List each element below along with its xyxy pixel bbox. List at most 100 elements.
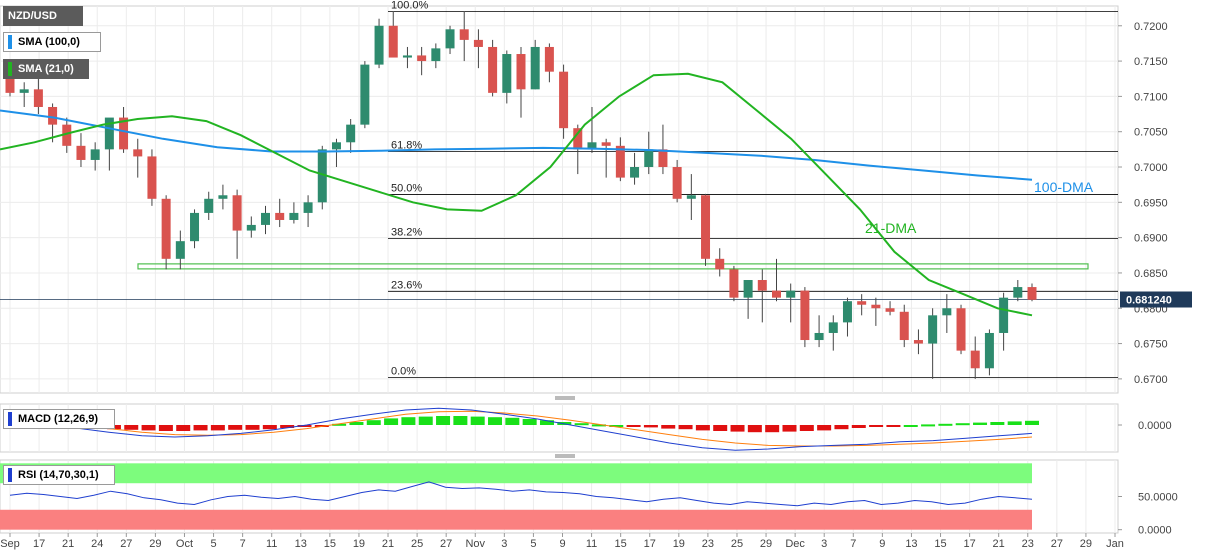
candle-bearish [459,29,469,40]
candle-bearish [473,39,483,47]
candle-bullish [431,48,441,62]
dma100-annotation: 100-DMA [1034,179,1094,195]
x-tick-label: 15 [934,538,946,550]
candle-bearish [119,117,129,150]
macd-histogram-bar-positive [436,416,451,425]
fib-label: 100.0% [391,0,429,12]
last-price-badge [1120,291,1192,308]
candle-bullish [204,198,214,213]
macd-histogram-bar-negative [834,425,849,430]
candle-bearish [956,308,966,351]
candle-bearish [33,89,43,107]
macd-legend-label: MACD (12,26,9) [18,413,99,425]
x-tick-label: 19 [673,538,685,550]
macd-histogram-bar-negative [817,425,832,431]
candle-bearish [147,156,157,199]
candle-bearish [885,308,895,312]
x-tick-label: 21 [382,538,394,550]
fib-label: 0.0% [391,365,416,377]
x-tick-label: 27 [120,538,132,550]
macd-histogram-bar-negative [245,425,260,430]
macd-histogram-bar-negative [158,425,173,431]
x-tick-label: 29 [760,538,772,550]
macd-histogram-bar-positive [973,422,988,425]
candle-bearish [76,145,86,160]
macd-histogram-bar-negative [886,425,901,427]
fib-label: 50.0% [391,183,422,195]
candle-bearish [1027,287,1037,300]
candle-bearish [516,54,526,90]
x-tick-label: Oct [176,538,193,550]
candle-bearish [701,195,711,259]
candle-bullish [942,308,952,316]
candle-bearish [772,290,781,298]
candle-bearish [729,269,739,298]
price-tick-label: 0.6900 [1134,233,1168,245]
macd-line [9,407,1033,451]
x-tick-label: 5 [210,538,216,550]
candle-bullish [445,29,455,49]
x-tick-label: 13 [295,538,307,550]
candle-bullish [175,241,185,259]
candle-bullish [530,46,540,90]
macd-histogram-bar-positive [418,416,433,425]
candle-bullish [644,149,654,168]
x-tick-label: Nov [465,538,485,550]
rsi-overbought-zone [0,463,1032,484]
x-tick-label: 17 [33,538,45,550]
candle-bullish [246,224,256,231]
x-tick-label: 25 [411,538,423,550]
macd-legend: MACD (12,26,9) [3,409,115,429]
x-tick-label: 17 [963,538,975,550]
candle-bullish [374,25,384,65]
macd-histogram-bar-negative [747,425,762,433]
macd-histogram-bar-negative [713,425,728,431]
x-tick-label: 11 [586,538,597,550]
price-tick-label: 0.6850 [1134,268,1168,280]
price-tick-label: 0.6700 [1134,374,1168,386]
macd-histogram-bar-negative [141,425,156,431]
candle-bearish [275,212,285,220]
x-tick-label: 5 [530,538,536,550]
candle-bearish [913,340,923,344]
price-tick-label: 0.7200 [1134,21,1168,33]
x-tick-label: 24 [91,538,103,550]
macd-histogram-bar-negative [193,425,208,431]
x-tick-label: 23 [702,538,714,550]
macd-histogram-bar-positive [470,416,485,425]
macd-histogram-bar-negative [643,425,658,428]
macd-histogram-bar-negative [210,425,225,431]
candle-bearish [133,149,143,157]
candle-bearish [672,167,682,199]
candle-bearish [871,304,881,309]
x-tick-label: 7 [850,538,856,550]
price-tick-label: 0.6950 [1134,197,1168,209]
candle-bullish [261,212,270,225]
support-zone [137,263,1089,270]
macd-histogram-bar-negative [678,425,693,430]
candle-bullish [90,149,100,160]
fib-label: 61.8% [391,139,422,151]
macd-histogram-bar-positive [990,422,1005,425]
candle-bearish [899,311,909,341]
candle-bearish [5,78,15,93]
candle-bullish [814,332,824,341]
price-tick-label: 0.7000 [1134,162,1168,174]
macd-histogram-bar-negative [695,425,710,431]
candle-bearish [601,142,611,146]
candle-bearish [388,25,398,58]
macd-histogram-bar-positive [574,423,589,426]
rsi-line [9,481,1033,507]
price-tick-label: 0.7050 [1134,127,1168,139]
x-tick-label: 13 [905,538,917,550]
price-tick-label: 0.6750 [1134,339,1168,351]
x-tick-label: 29 [149,538,161,550]
candle-bullish [842,301,852,323]
candle-bearish [559,71,569,129]
rsi-legend: RSI (14,70,30,1) [3,465,115,485]
macd-histogram-bar-negative [869,425,884,427]
candle-bearish [757,280,767,291]
x-tick-label: 15 [324,538,336,550]
macd-histogram-bar-positive [522,419,537,425]
x-tick-label: Jan [1106,538,1124,550]
